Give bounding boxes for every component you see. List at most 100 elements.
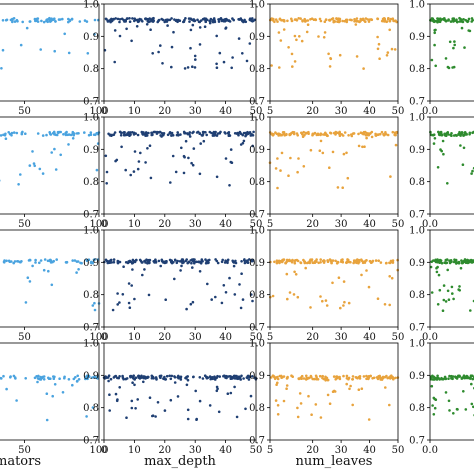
x-tick-label: 20 <box>158 332 171 343</box>
data-point <box>226 392 230 396</box>
data-point <box>334 259 337 263</box>
data-point <box>194 389 197 393</box>
data-point <box>144 161 147 164</box>
data-point <box>231 376 234 379</box>
data-point <box>347 301 351 305</box>
y-tick-label: 0.9 <box>409 258 425 269</box>
data-point <box>134 407 137 410</box>
data-point <box>96 377 99 380</box>
data-point <box>4 137 8 140</box>
data-point <box>27 259 31 262</box>
data-point <box>436 20 439 24</box>
data-point <box>140 261 144 264</box>
x-tick-label: 30 <box>335 219 348 230</box>
data-point <box>345 374 349 378</box>
data-point <box>287 174 290 177</box>
data-point <box>271 294 275 298</box>
data-point <box>379 261 383 264</box>
data-point <box>453 40 456 43</box>
data-point <box>252 130 255 134</box>
x-tick-label: 10 <box>128 332 141 343</box>
data-point <box>10 134 13 137</box>
data-point <box>215 259 219 263</box>
data-point <box>148 396 152 400</box>
panel-frame <box>429 116 474 215</box>
data-point <box>5 387 8 391</box>
data-point <box>105 376 109 379</box>
data-point <box>113 29 117 32</box>
data-point <box>12 261 15 265</box>
data-point <box>273 260 276 264</box>
data-point <box>218 51 222 55</box>
data-point <box>433 137 437 140</box>
data-point <box>93 301 96 305</box>
data-point <box>382 133 386 136</box>
data-point <box>143 268 146 271</box>
data-point <box>1 48 5 52</box>
data-point <box>280 376 283 380</box>
data-point <box>37 374 40 378</box>
data-point <box>434 28 437 32</box>
data-point <box>365 136 368 140</box>
data-point <box>431 378 435 381</box>
data-point <box>69 133 73 137</box>
data-point <box>385 20 389 23</box>
data-point <box>199 142 202 145</box>
data-point <box>330 17 334 21</box>
data-point <box>334 133 337 136</box>
data-point <box>376 376 380 379</box>
data-point <box>251 144 254 148</box>
data-point <box>49 258 52 262</box>
data-point <box>460 18 464 22</box>
data-point <box>147 375 150 379</box>
data-point <box>177 134 180 137</box>
data-point <box>310 413 313 417</box>
data-point <box>440 133 444 136</box>
data-point <box>339 306 342 310</box>
data-point <box>305 30 309 34</box>
data-point <box>203 17 206 20</box>
data-point <box>439 260 442 264</box>
x-tick-label: 50 <box>18 445 31 456</box>
data-point <box>125 133 129 136</box>
data-point <box>161 62 164 65</box>
data-point <box>62 133 65 136</box>
data-point <box>341 186 345 189</box>
data-point <box>42 378 46 381</box>
data-point <box>132 133 136 136</box>
data-point <box>145 134 149 137</box>
data-point <box>216 261 220 265</box>
data-point <box>140 376 143 379</box>
data-point <box>206 282 209 286</box>
data-point <box>376 297 380 301</box>
data-point <box>91 376 94 379</box>
data-point <box>312 261 315 265</box>
data-point <box>367 20 371 23</box>
data-point <box>385 54 389 57</box>
data-point <box>36 132 40 135</box>
data-point <box>127 301 131 305</box>
data-point <box>169 181 172 184</box>
data-point <box>329 57 333 61</box>
x-tick-label: 40 <box>363 332 376 343</box>
data-point <box>116 303 119 306</box>
data-point <box>85 259 89 263</box>
data-point <box>429 378 433 381</box>
data-point <box>229 377 233 381</box>
data-point <box>310 375 313 379</box>
data-point <box>291 65 294 68</box>
data-point <box>25 26 29 30</box>
data-point <box>222 284 226 287</box>
data-point <box>352 259 356 262</box>
data-point <box>469 377 472 380</box>
data-point <box>317 133 320 137</box>
data-point <box>280 151 284 155</box>
data-point <box>46 259 50 263</box>
data-point <box>229 148 233 151</box>
data-point <box>462 390 465 393</box>
data-point <box>331 281 334 285</box>
data-point <box>282 131 286 134</box>
panel-r1-c1: 50 100 <box>0 3 109 117</box>
x-tick-label: 20 <box>158 219 171 230</box>
